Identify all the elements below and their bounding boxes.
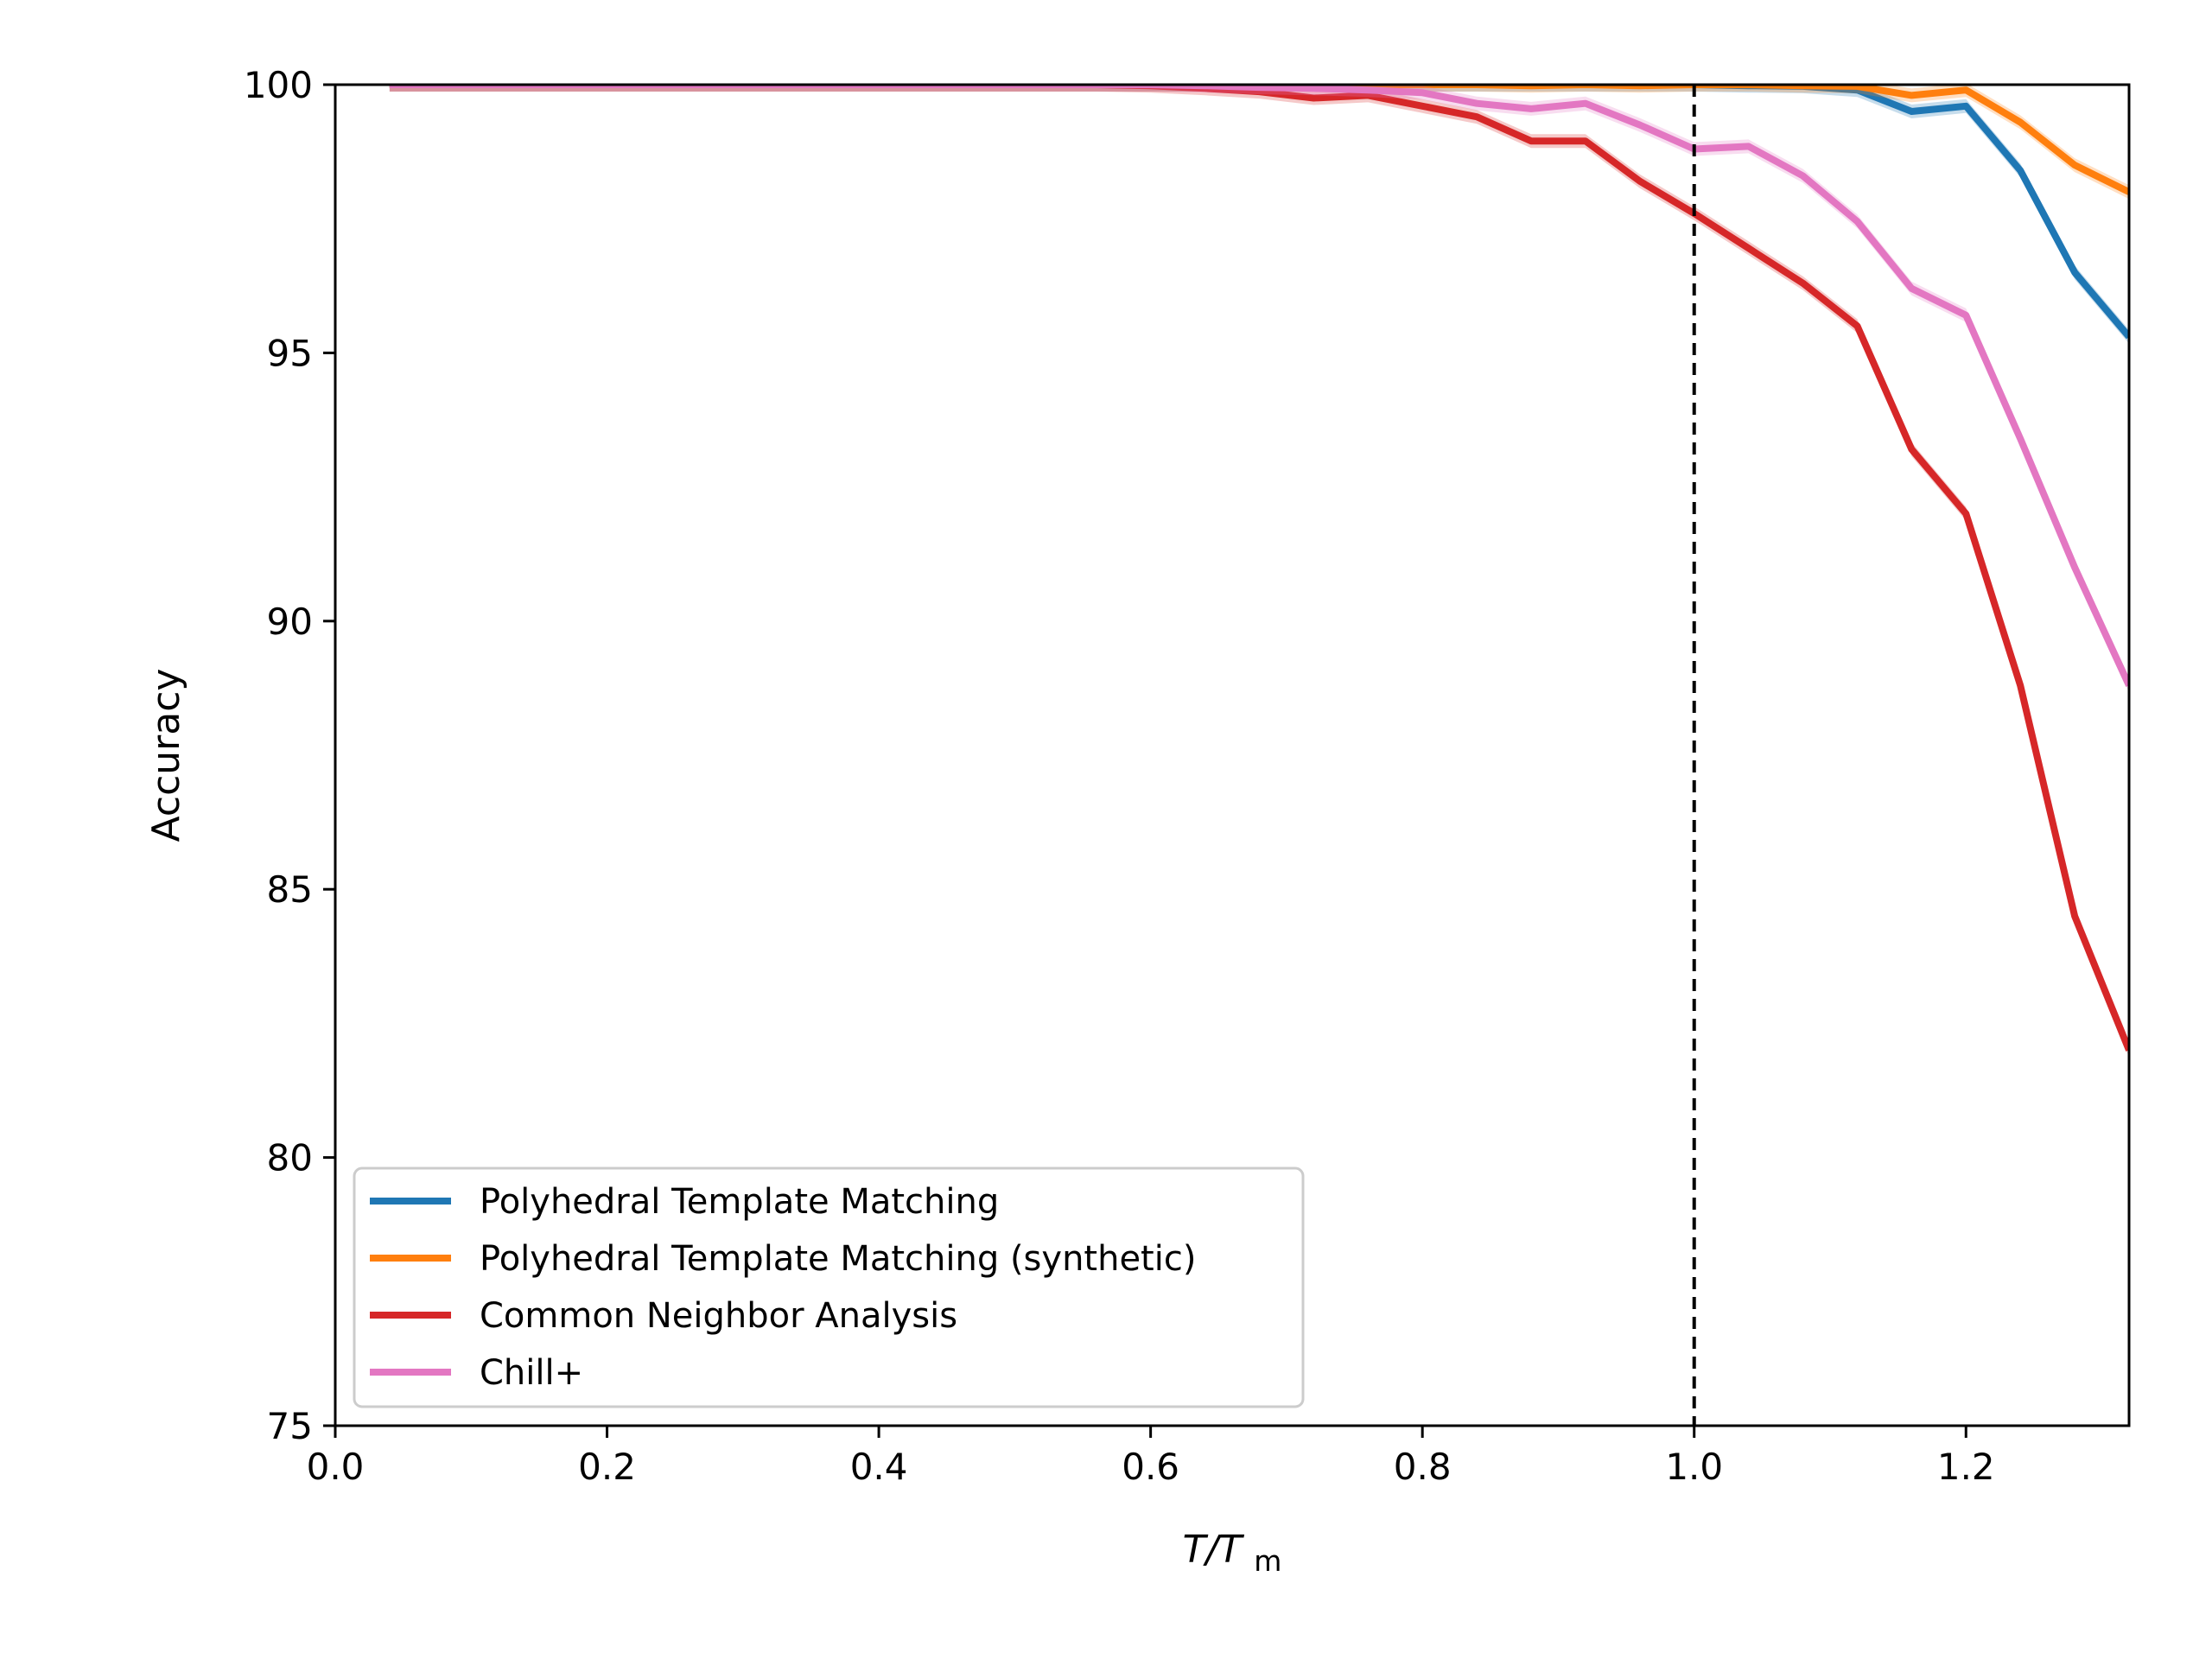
x-tick-label: 1.2: [1937, 1446, 1995, 1488]
x-axis-label-subscript: m: [1254, 1544, 1281, 1578]
y-tick-label: 85: [267, 868, 313, 911]
legend-box: [353, 1166, 1305, 1408]
x-tick-label: 0.8: [1394, 1446, 1452, 1488]
y-axis-label: Accuracy: [144, 669, 188, 842]
y-tick-label: 90: [267, 601, 313, 643]
legend-label-polyhedral-template-matching-synthetic: Polyhedral Template Matching (synthetic): [480, 1239, 1196, 1279]
legend-label-polyhedral-template-matching: Polyhedral Template Matching: [480, 1182, 999, 1222]
x-tick-label: 0.2: [578, 1446, 636, 1488]
legend-label-chill: Chill+: [480, 1353, 583, 1393]
series-layer: [389, 85, 2129, 1058]
x-tick-label: 0.4: [850, 1446, 908, 1488]
y-tick-label: 80: [267, 1137, 313, 1179]
series-band-polyhedral-template-matching-synthetic: [389, 85, 2129, 200]
series-line-common-neighbor-analysis: [389, 85, 2129, 1052]
series-line-chill: [389, 85, 2129, 687]
x-axis-ticks: 0.0 0.2 0.4 0.6 0.8 1.0 1.2: [307, 1426, 1995, 1488]
y-axis-ticks: 75 80 85 90 95 100: [244, 64, 335, 1447]
x-tick-label: 0.0: [307, 1446, 365, 1488]
series-line-polyhedral-template-matching-synthetic: [389, 85, 2129, 195]
x-axis-label: T/T m: [1183, 1528, 1282, 1578]
legend: Polyhedral Template Matching Polyhedral T…: [353, 1166, 1305, 1408]
plot-frame: [334, 83, 2131, 1427]
legend-label-common-neighbor-analysis: Common Neighbor Analysis: [480, 1296, 957, 1336]
x-tick-label: 1.0: [1665, 1446, 1723, 1488]
y-tick-label: 100: [244, 64, 313, 106]
y-tick-label: 95: [267, 332, 313, 374]
y-tick-label: 75: [267, 1405, 313, 1447]
x-axis-label-main: T/T: [1183, 1528, 1245, 1572]
x-tick-label: 0.6: [1122, 1446, 1179, 1488]
